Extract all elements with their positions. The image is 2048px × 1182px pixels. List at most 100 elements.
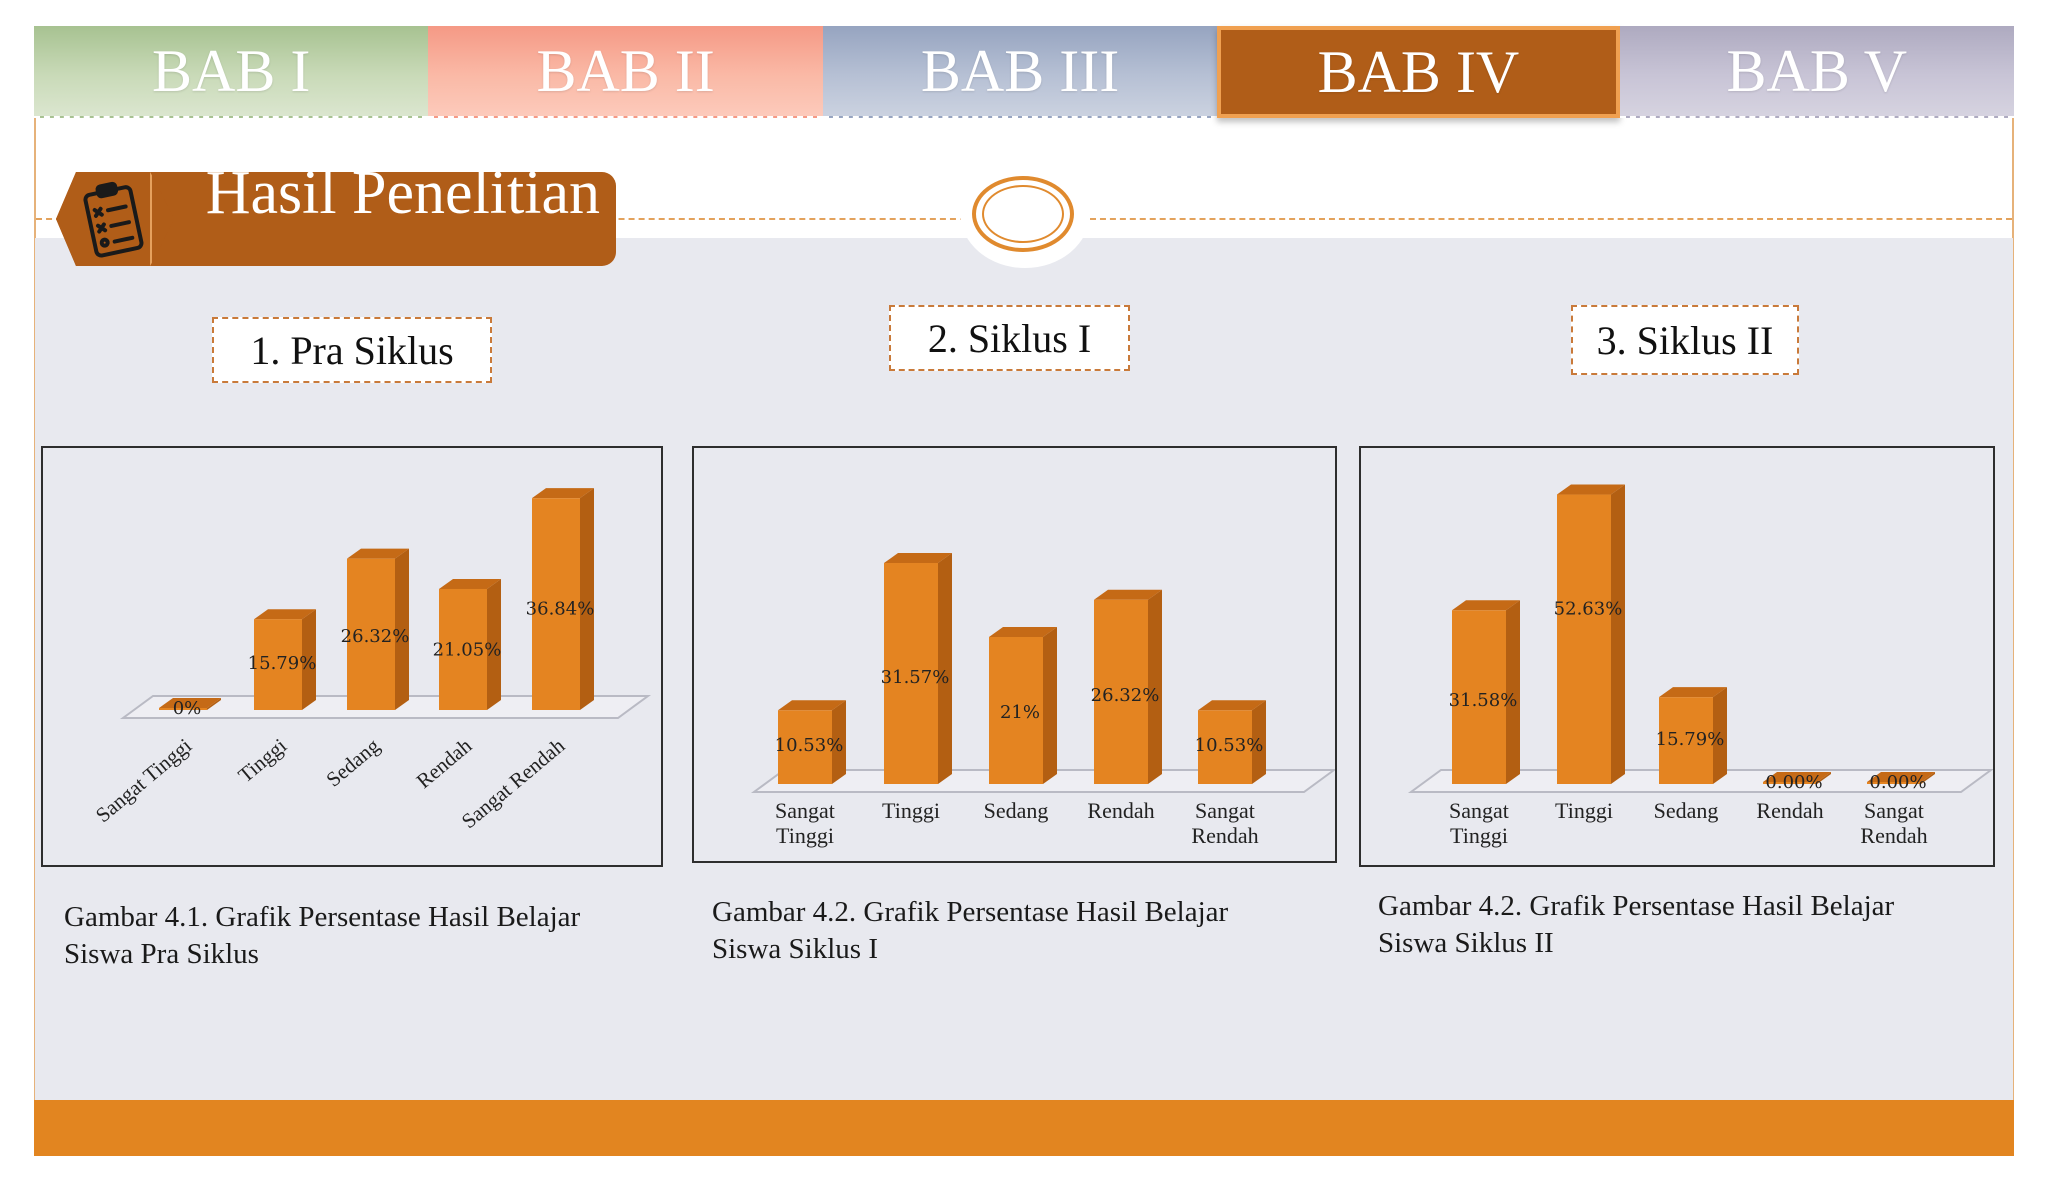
bar-5: 36.84%	[526, 488, 595, 710]
chart-svg: 31.58% 52.63% 15.79% 0.00% 0.00% Sangat Tinggi…	[1407, 484, 1993, 848]
category-label-line: Sangat	[1449, 798, 1509, 823]
caption-line: Gambar 4.2. Grafik Persentase Hasil Bela…	[1378, 890, 1895, 922]
bar-front	[884, 563, 938, 784]
bar-2: 52.63%	[1554, 484, 1625, 784]
bar-front	[1452, 610, 1506, 784]
bar-side	[1506, 600, 1520, 784]
chapter-tabs: BAB I BAB II BAB III BAB IV BAB V	[34, 26, 2015, 118]
bar-front	[159, 708, 207, 710]
category-label: Sangat Tinggi	[91, 733, 196, 827]
category-label: Sedang	[321, 733, 384, 791]
bar-top	[1094, 589, 1162, 600]
category-label-line: Sangat	[1195, 798, 1255, 823]
bar-top	[1659, 687, 1727, 698]
bar-3: 21%	[989, 627, 1057, 784]
tab-bab-4[interactable]: BAB IV	[1217, 26, 1620, 118]
data-label: 31.58%	[1449, 690, 1518, 711]
category-label-line: Sangat	[1864, 798, 1924, 823]
chart-siklus-2: 31.58% 52.63% 15.79% 0.00% 0.00% Sangat Tinggi…	[1359, 446, 1995, 867]
bar-top	[989, 627, 1057, 637]
caption-line: Siswa Siklus I	[712, 933, 878, 965]
category-label-line: Sedang	[984, 798, 1049, 823]
bar-4: 0.00%	[1763, 772, 1831, 793]
cycle-label-text: 2. Siklus I	[927, 315, 1092, 361]
bar-3: 26.32%	[341, 548, 410, 710]
bar-5: 10.53%	[1195, 700, 1266, 784]
category-label: Sangat Rendah	[1860, 798, 1927, 848]
category-label: Rendah	[1756, 798, 1823, 823]
caption-siklus-1: Gambar 4.2. Grafik Persentase Hasil Bela…	[712, 894, 1332, 968]
bar-top	[1867, 772, 1935, 782]
bar-4: 26.32%	[1091, 589, 1162, 784]
bar-top	[1198, 700, 1266, 711]
category-label-line: Rendah	[1860, 823, 1927, 848]
bar-front	[439, 588, 487, 710]
bar-front	[989, 637, 1043, 784]
tab-bab-1[interactable]: BAB I	[34, 26, 429, 118]
divider-right	[1090, 218, 2012, 220]
category-label: Rendah	[412, 733, 477, 793]
cycle-label-text: 1. Pra Siklus	[250, 327, 454, 373]
bar-front	[347, 558, 395, 710]
bar-front	[1867, 782, 1921, 784]
tab-bab-5[interactable]: BAB V	[1619, 26, 2015, 118]
bar-side	[1148, 589, 1162, 784]
bar-front	[1198, 710, 1252, 784]
chart-pra-siklus: 0% 15.79% 26.32% 21.05% 36.84% Sangat Tinggi T…	[41, 446, 663, 867]
category-label: Tinggi	[1555, 798, 1613, 823]
bar-top	[439, 578, 501, 589]
data-label: 21.05%	[433, 640, 502, 661]
bar-top	[1452, 600, 1520, 611]
tab-label: BAB V	[1726, 37, 1908, 104]
section-title: Hasil Penelitian	[175, 172, 600, 266]
bar-top	[1763, 772, 1831, 782]
category-label: Sedang	[984, 798, 1049, 823]
chart-svg: 10.53%31.57%21%26.32%10.53%Sangat TinggiT…	[750, 553, 1335, 848]
bar-1: 10.53%	[775, 700, 846, 784]
cycle-label-text: 3. Siklus II	[1596, 317, 1774, 363]
data-label: 26.32%	[341, 626, 410, 647]
caption-line: Gambar 4.1. Grafik Persentase Hasil Bela…	[64, 901, 581, 933]
header-icon-badge	[56, 172, 174, 266]
bar-5: 0.00%	[1867, 772, 1935, 793]
bar-side	[487, 578, 501, 710]
footer-bar	[34, 1100, 2014, 1156]
data-label: 15.79%	[1656, 729, 1725, 750]
bar-front	[1763, 782, 1817, 784]
bar-side	[1713, 687, 1727, 784]
data-label: 21%	[1000, 702, 1040, 723]
bar-front	[778, 710, 832, 784]
category-label-line: Tinggi	[1555, 798, 1613, 823]
section-title-text: Hasil Penelitian	[205, 172, 600, 227]
data-label: 15.79%	[248, 653, 317, 674]
bar-top	[778, 700, 846, 711]
data-label: 36.84%	[526, 599, 595, 620]
bar-front	[1094, 599, 1148, 784]
bar-side	[1252, 700, 1266, 784]
category-label: Tinggi	[233, 733, 291, 787]
bar-side	[1817, 772, 1831, 784]
header-separator	[150, 172, 178, 266]
checklist-clipboard-icon	[83, 181, 144, 258]
tab-label: BAB II	[536, 37, 715, 104]
data-label: 0.00%	[1765, 772, 1822, 793]
bar-top	[884, 553, 952, 564]
data-label: 26.32%	[1091, 685, 1160, 706]
tab-bab-3[interactable]: BAB III	[822, 26, 1218, 118]
data-label: 31.57%	[881, 667, 950, 688]
chart-siklus-1: 10.53% 31.57% 21% 26.32% 10.53% Sangat Tinggi T…	[692, 446, 1337, 863]
bar-side	[207, 698, 221, 710]
bar-front	[1557, 494, 1611, 784]
tab-bab-2[interactable]: BAB II	[428, 26, 823, 118]
bar-1: 0%	[159, 698, 221, 719]
bar-side	[938, 553, 952, 784]
ring-ornament-icon	[972, 176, 1074, 252]
caption-pra-siklus: Gambar 4.1. Grafik Persentase Hasil Bela…	[64, 899, 664, 973]
cycle-label-siklus-2: 3. Siklus II	[1571, 305, 1799, 375]
caption-line: Siswa Pra Siklus	[64, 938, 259, 970]
bar-side	[302, 609, 316, 710]
cycle-label-pra-siklus: 1. Pra Siklus	[212, 317, 492, 383]
bar-side	[832, 700, 846, 784]
data-label: 10.53%	[1195, 735, 1264, 756]
category-label: Sangat Tinggi	[775, 798, 835, 848]
